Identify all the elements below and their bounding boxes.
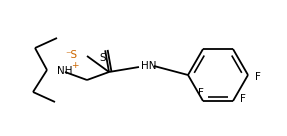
Text: F: F: [255, 72, 261, 82]
Text: NH: NH: [57, 66, 73, 76]
Text: +: +: [71, 61, 79, 70]
Text: S: S: [100, 53, 106, 63]
Text: F: F: [240, 94, 246, 104]
Text: ⁻S: ⁻S: [65, 50, 77, 60]
Text: F: F: [198, 88, 204, 98]
Text: HN: HN: [141, 61, 156, 71]
